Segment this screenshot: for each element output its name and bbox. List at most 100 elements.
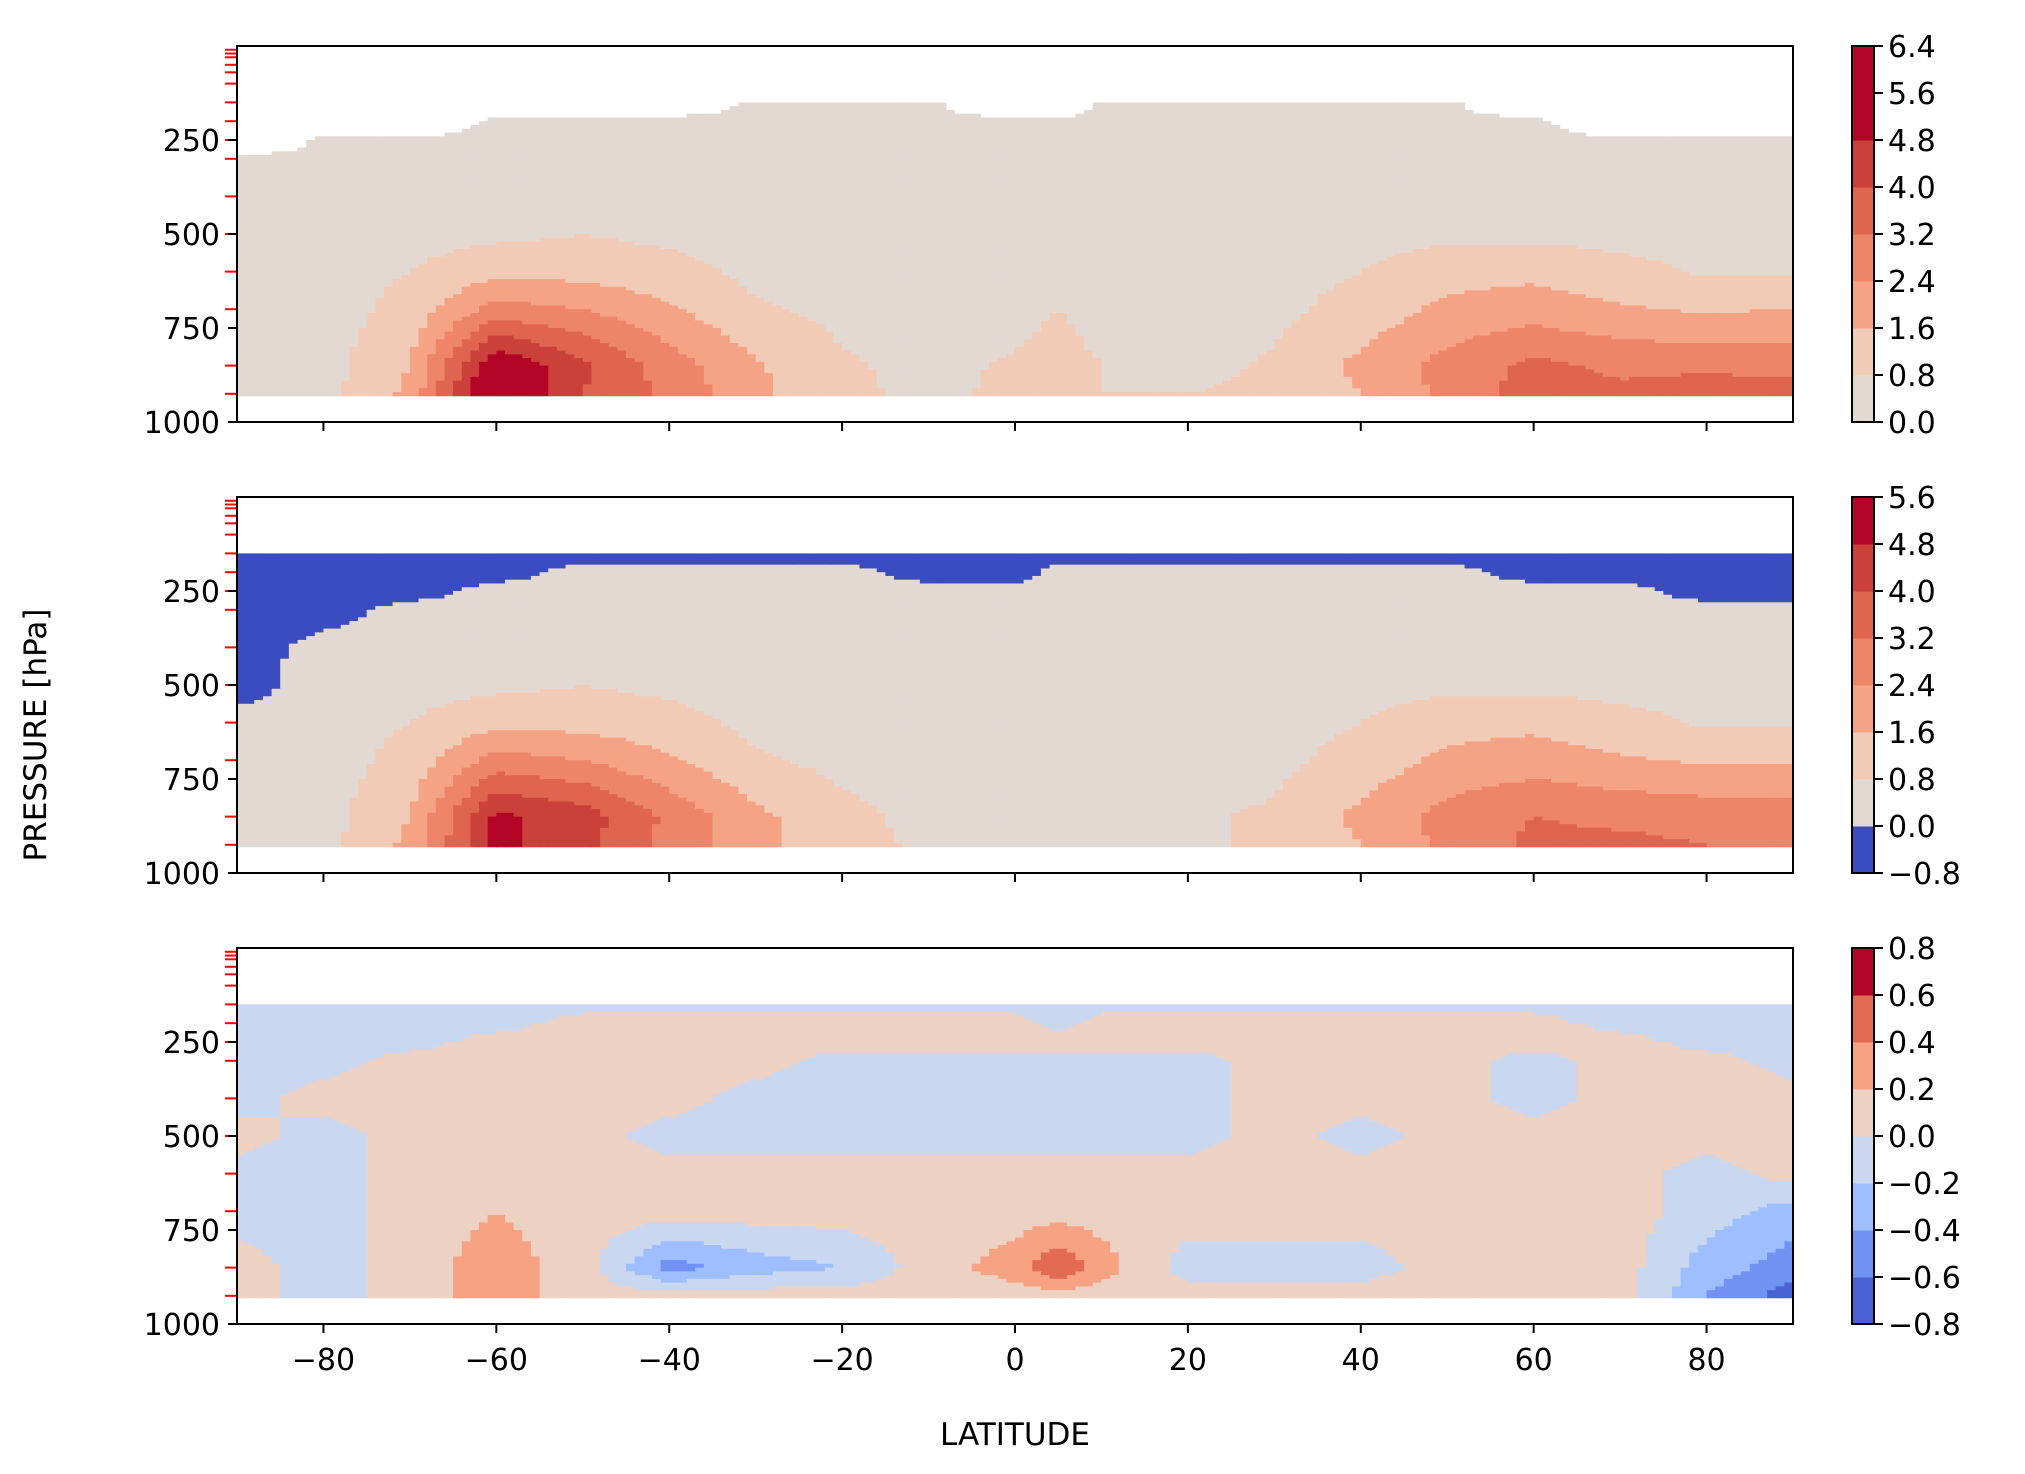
contour-cell xyxy=(1404,207,1414,213)
contour-cell xyxy=(1196,121,1206,126)
contour-cell xyxy=(1646,162,1656,167)
contour-cell xyxy=(582,211,593,216)
contour-cell xyxy=(262,166,273,171)
contour-cell xyxy=(1118,136,1128,141)
contour-cell xyxy=(833,203,843,209)
contour-cell xyxy=(651,218,662,224)
contour-cell xyxy=(1464,203,1474,209)
contour-cell xyxy=(868,181,878,186)
contour-cell xyxy=(574,211,584,216)
contour-cell xyxy=(868,102,878,107)
contour-cell xyxy=(868,117,878,122)
contour-cell xyxy=(1308,207,1319,213)
contour-cell xyxy=(1222,192,1232,197)
contour-cell xyxy=(392,177,402,182)
contour-cell xyxy=(902,140,912,145)
contour-cell xyxy=(1490,181,1500,186)
contour-cell xyxy=(358,143,368,149)
contour-cell xyxy=(427,136,437,141)
contour-cell xyxy=(824,207,835,213)
contour-cell xyxy=(1576,177,1587,182)
contour-cell xyxy=(1196,106,1206,111)
contour-cell xyxy=(1412,188,1422,194)
contour-cell xyxy=(686,162,696,167)
contour-cell xyxy=(790,128,800,134)
contour-cell xyxy=(1741,136,1751,141)
contour-cell xyxy=(1161,200,1172,205)
contour-cell xyxy=(1447,158,1457,164)
contour-cell xyxy=(1231,117,1241,122)
contour-cell xyxy=(1213,203,1224,209)
contour-cell xyxy=(738,196,748,201)
contour-cell xyxy=(1265,188,1275,194)
contour-cell xyxy=(651,136,662,141)
contour-cell xyxy=(1110,109,1120,115)
contour-cell xyxy=(1455,109,1466,115)
contour-cell xyxy=(1153,207,1163,213)
contour-cell xyxy=(1697,143,1708,149)
contour-cell xyxy=(772,147,783,152)
contour-cell xyxy=(824,151,835,156)
contour-cell xyxy=(504,188,515,194)
contour-cell xyxy=(816,173,826,179)
contour-cell xyxy=(798,218,809,224)
contour-cell xyxy=(1066,143,1077,149)
contour-cell xyxy=(271,185,281,190)
contour-cell xyxy=(358,192,368,197)
contour-cell xyxy=(1179,140,1189,145)
contour-cell xyxy=(1144,106,1154,111)
contour-cell xyxy=(1715,158,1725,164)
contour-cell xyxy=(1654,140,1664,145)
contour-cell xyxy=(1326,196,1336,201)
contour-cell xyxy=(513,192,523,197)
contour-cell xyxy=(721,170,731,175)
contour-cell xyxy=(548,128,558,134)
contour-cell xyxy=(626,218,636,224)
contour-cell xyxy=(1473,132,1483,137)
contour-cell xyxy=(1040,136,1051,141)
contour-cell xyxy=(963,177,973,182)
contour-cell xyxy=(1749,170,1760,175)
contour-cell xyxy=(1127,143,1137,149)
contour-cell xyxy=(902,109,912,115)
contour-cell xyxy=(1360,117,1371,122)
contour-cell xyxy=(738,117,748,122)
contour-cell xyxy=(1343,143,1353,149)
contour-cell xyxy=(1568,203,1578,209)
contour-cell xyxy=(280,155,290,160)
contour-cell xyxy=(1136,132,1146,137)
contour-cell xyxy=(574,155,584,160)
contour-cell xyxy=(729,211,739,216)
contour-cell xyxy=(479,166,489,171)
contour-cell xyxy=(859,158,869,164)
contour-cell xyxy=(1767,147,1777,152)
contour-cell xyxy=(254,155,264,160)
contour-cell xyxy=(513,124,523,130)
contour-cell xyxy=(1334,177,1345,182)
contour-cell xyxy=(1412,177,1422,182)
contour-cell xyxy=(1213,143,1224,149)
contour-cell xyxy=(1620,158,1630,164)
contour-cell xyxy=(1378,140,1388,145)
contour-cell xyxy=(1369,147,1379,152)
contour-cell xyxy=(1784,192,1793,197)
contour-cell xyxy=(1447,211,1457,216)
contour-cell xyxy=(1101,136,1111,141)
contour-cell xyxy=(1317,215,1327,220)
contour-cell xyxy=(1723,158,1734,164)
contour-cell xyxy=(608,185,618,190)
contour-cell xyxy=(902,124,912,130)
contour-cell xyxy=(1611,155,1621,160)
contour-cell xyxy=(876,177,886,182)
contour-cell xyxy=(1637,166,1647,171)
contour-cell xyxy=(582,203,593,209)
contour-cell xyxy=(1533,181,1543,186)
contour-cell xyxy=(1732,207,1742,213)
contour-cell xyxy=(461,151,471,156)
contour-cell xyxy=(695,192,705,197)
contour-cell xyxy=(1179,173,1189,179)
contour-cell xyxy=(1447,192,1457,197)
contour-cell xyxy=(1205,117,1215,122)
contour-cell xyxy=(876,188,886,194)
contour-cell xyxy=(1395,173,1405,179)
